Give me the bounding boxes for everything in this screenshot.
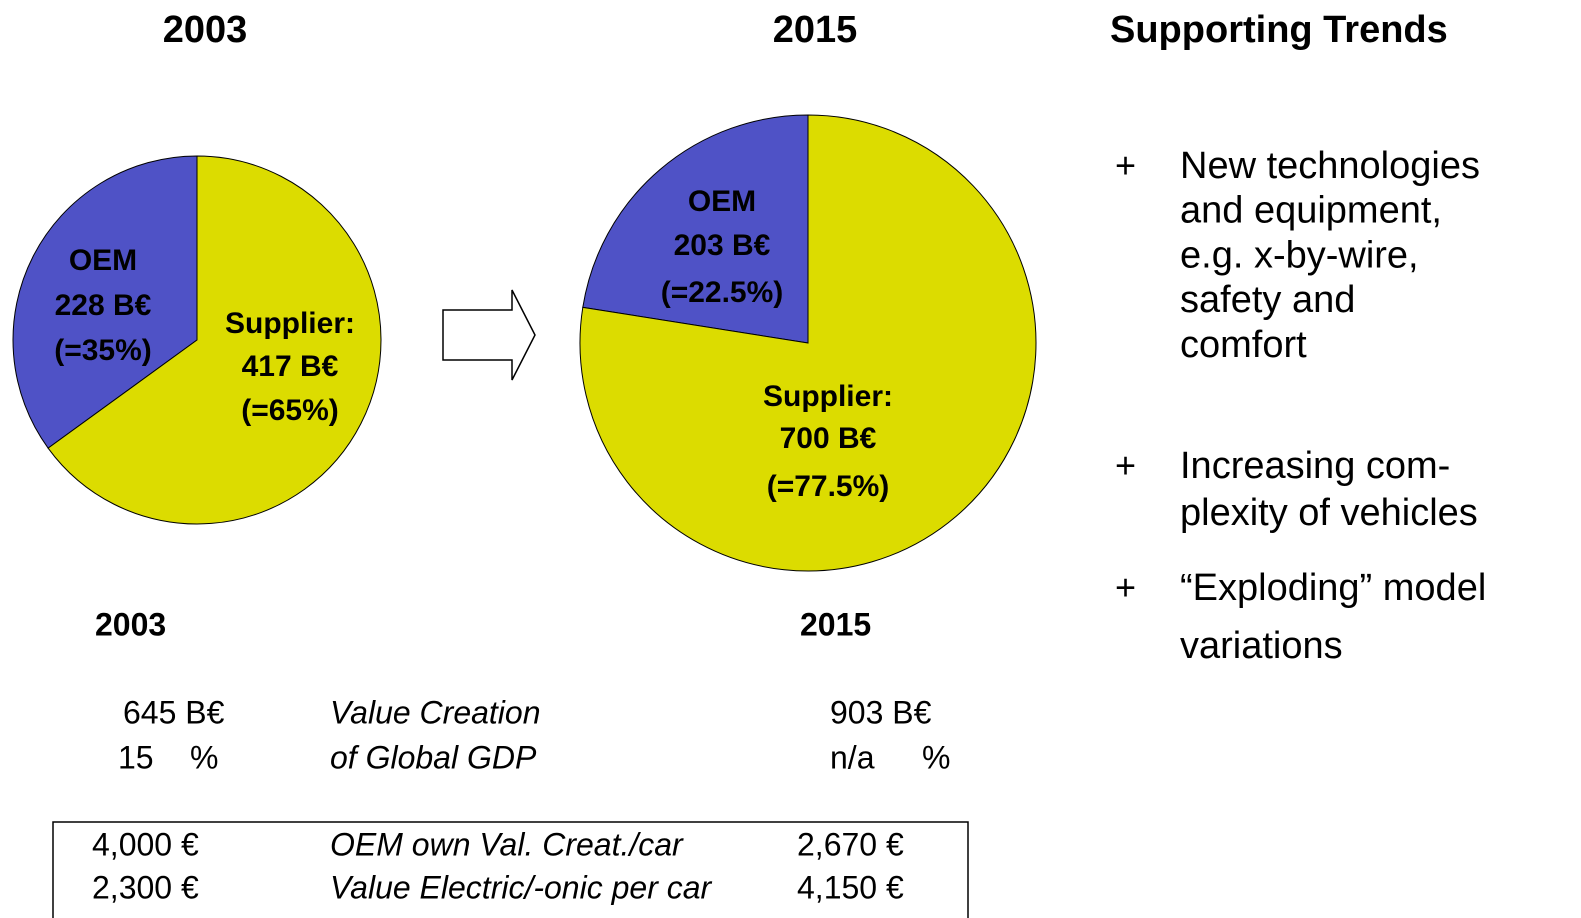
pie-title: 2003 xyxy=(163,9,248,51)
pie-slice xyxy=(12,155,198,449)
table-header: 2003 xyxy=(95,606,166,642)
bullet-text: comfort xyxy=(1180,324,1307,366)
table-cell: OEM own Val. Creat./car xyxy=(330,826,684,862)
box xyxy=(52,821,969,918)
table-cell: Value Creation xyxy=(330,694,541,730)
slice-percent: (=65%) xyxy=(241,394,339,427)
table-cell: % xyxy=(190,739,218,775)
table-header: 2015 xyxy=(800,606,871,642)
bullet-text: variations xyxy=(1180,625,1343,667)
slice-amount: 203 B€ xyxy=(674,229,771,262)
pie-title: 2015 xyxy=(773,9,858,51)
table-cell: 645 B€ xyxy=(123,694,225,730)
slice-name: Supplier: xyxy=(225,307,355,340)
pie-slice xyxy=(582,114,809,344)
table-cell: 903 B€ xyxy=(830,694,932,730)
table-cell: 15 xyxy=(118,739,154,775)
bullet-marker: + xyxy=(1115,445,1136,486)
bullet-text: and equipment, xyxy=(1180,190,1442,232)
bullet-marker: + xyxy=(1115,567,1136,608)
slice-percent: (=35%) xyxy=(54,334,152,367)
bullet-text: plexity of vehicles xyxy=(1180,492,1478,534)
table-cell: 2,300 € xyxy=(92,869,199,905)
bullet-marker: + xyxy=(1115,145,1136,186)
bullet-text: New technologies xyxy=(1180,145,1480,187)
bullet-text: safety and xyxy=(1180,279,1355,321)
slice-name: OEM xyxy=(688,185,756,218)
bullet-text: “Exploding” model xyxy=(1180,567,1486,609)
slice-amount: 228 B€ xyxy=(55,289,152,322)
trends-title: Supporting Trends xyxy=(1110,9,1448,51)
pie-slice xyxy=(47,155,382,525)
slice-name: Supplier: xyxy=(763,380,893,413)
slice-percent: (=22.5%) xyxy=(661,276,784,309)
table-cell: % xyxy=(922,739,950,775)
table-cell: 2,670 € xyxy=(797,826,904,862)
bullet-text: e.g. x-by-wire, xyxy=(1180,234,1419,276)
pie-slice xyxy=(579,114,1037,572)
arrow xyxy=(442,289,536,381)
bullet-text: Increasing com- xyxy=(1180,445,1450,487)
slice-amount: 700 B€ xyxy=(780,422,877,455)
slice-amount: 417 B€ xyxy=(242,350,339,383)
table-cell: Value Electric/-onic per car xyxy=(330,869,713,905)
slice-percent: (=77.5%) xyxy=(767,470,890,503)
table-cell: of Global GDP xyxy=(330,739,537,775)
table-cell: 4,000 € xyxy=(92,826,199,862)
slice-name: OEM xyxy=(69,244,137,277)
table-cell: 4,150 € xyxy=(797,869,904,905)
table-cell: n/a xyxy=(830,739,875,775)
